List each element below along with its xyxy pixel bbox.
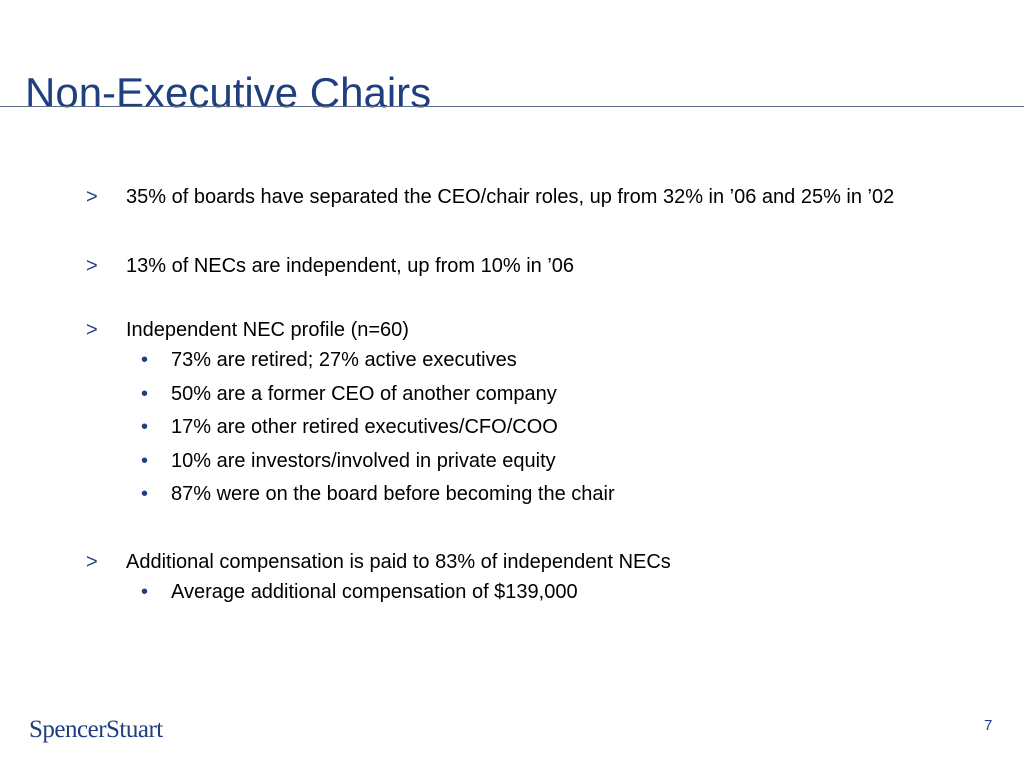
bullet-arrow-icon: >: [86, 255, 98, 277]
bullet-arrow-icon: >: [86, 319, 98, 341]
bullet-item: > 35% of boards have separated the CEO/c…: [86, 184, 946, 211]
bullet-item: > Additional compensation is paid to 83%…: [86, 549, 946, 576]
bullet-list: > 35% of boards have separated the CEO/c…: [86, 184, 946, 609]
bullet-item: > 13% of NECs are independent, up from 1…: [86, 253, 946, 280]
sub-bullet-dot-icon: •: [141, 416, 149, 438]
sub-bullet-dot-icon: •: [141, 382, 149, 405]
sub-bullet-text: 17% are other retired executives/CFO/COO: [171, 416, 558, 438]
bullet-text: Independent NEC profile (n=60): [126, 319, 409, 341]
sub-bullet-item: • 50% are a former CEO of another compan…: [86, 378, 946, 412]
bullet-text: 35% of boards have separated the CEO/cha…: [126, 186, 895, 208]
sub-bullet-dot-icon: •: [141, 580, 149, 603]
sub-bullet-text: Average additional compensation of $139,…: [171, 580, 578, 603]
sub-bullet-text: 50% are a former CEO of another company: [171, 382, 557, 405]
bullet-item: > Independent NEC profile (n=60): [86, 317, 946, 344]
sub-bullet-text: 10% are investors/involved in private eq…: [171, 449, 556, 472]
title-divider: [0, 106, 1024, 107]
sub-bullet-dot-icon: •: [141, 349, 149, 371]
sub-bullet-text: 87% were on the board before becoming th…: [171, 483, 615, 505]
page-number: 7: [984, 717, 993, 734]
sub-bullet-item: • Average additional compensation of $13…: [86, 576, 946, 610]
sub-bullet-item: • 10% are investors/involved in private …: [86, 445, 946, 479]
bullet-arrow-icon: >: [86, 186, 98, 208]
sub-bullet-dot-icon: •: [141, 449, 149, 472]
company-logo: SpencerStuart: [29, 716, 163, 743]
sub-bullet-text: 73% are retired; 27% active executives: [171, 349, 517, 371]
bullet-text: 13% of NECs are independent, up from 10%…: [126, 255, 575, 277]
slide-title: Non-Executive Chairs: [25, 69, 432, 116]
sub-bullet-item: • 17% are other retired executives/CFO/C…: [86, 411, 946, 445]
sub-bullet-dot-icon: •: [141, 483, 149, 505]
sub-bullet-item: • 87% were on the board before becoming …: [86, 478, 946, 512]
bullet-text: Additional compensation is paid to 83% o…: [126, 550, 671, 573]
bullet-arrow-icon: >: [86, 550, 98, 573]
sub-bullet-item: • 73% are retired; 27% active executives: [86, 344, 946, 378]
